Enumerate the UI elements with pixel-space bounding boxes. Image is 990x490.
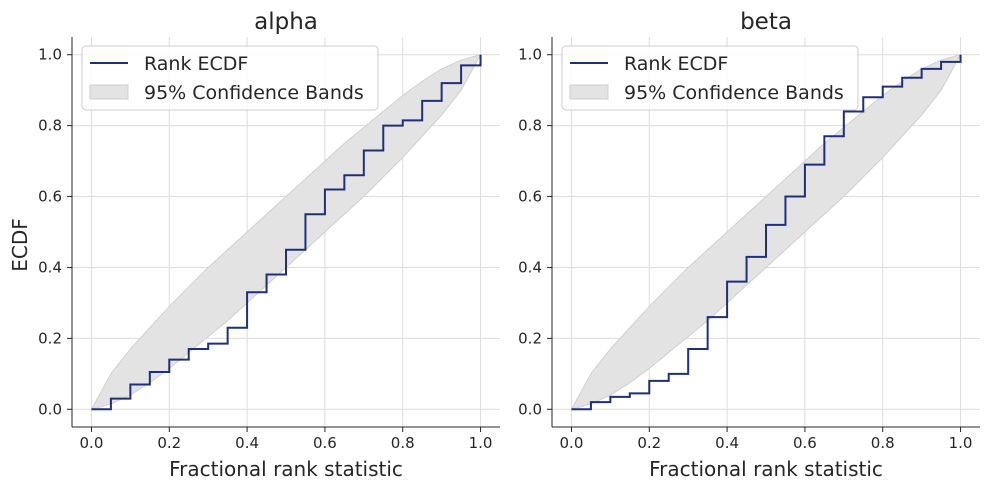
y-tick-label: 0.0 [518,400,542,418]
panel-title: alpha [254,9,318,35]
x-tick-label: 0.6 [313,434,337,452]
y-ticks: 0.0 0.2 0.4 0.6 0.8 1.0 [518,46,552,418]
x-tick-label: 0.8 [871,434,895,452]
x-tick-label: 0.0 [80,434,104,452]
y-tick-label: 0.6 [518,188,542,206]
y-axis-title: ECDF [8,218,32,272]
y-tick-label: 0.8 [518,117,542,135]
y-tick-label: 0.2 [518,329,542,347]
x-ticks: 0.0 0.2 0.4 0.6 0.8 1.0 [80,427,493,452]
legend-frame [81,45,379,111]
x-axis-title: Fractional rank statistic [649,457,883,481]
legend-frame [561,45,859,111]
legend-label-bands: 95% Confidence Bands [144,82,364,104]
ecdf-line [571,54,962,411]
x-ticks: 0.0 0.2 0.4 0.6 0.8 1.0 [560,427,973,452]
x-tick-label: 0.6 [793,434,817,452]
x-tick-label: 1.0 [469,434,493,452]
axes [551,37,980,428]
legend: Rank ECDF 95% Confidence Bands [81,45,379,111]
x-tick-label: 1.0 [949,434,973,452]
y-tick-label: 0.2 [38,329,62,347]
panel-alpha: alpha ECDF Fractional rank statistic 0.0… [8,9,500,481]
legend-band-swatch [89,84,129,100]
x-tick-label: 0.4 [715,434,739,452]
y-tick-label: 0.4 [518,258,542,276]
legend-band-swatch [569,84,609,100]
legend-label-bands: 95% Confidence Bands [624,82,844,104]
x-tick-label: 0.8 [391,434,415,452]
axes [71,37,500,428]
y-tick-label: 0.0 [38,400,62,418]
x-axis-title: Fractional rank statistic [169,457,403,481]
legend-label-ecdf: Rank ECDF [144,53,248,75]
y-tick-label: 0.8 [38,117,62,135]
y-tick-label: 1.0 [518,46,542,64]
x-tick-label: 0.0 [560,434,584,452]
panel-title: beta [740,9,792,35]
y-ticks: 0.0 0.2 0.4 0.6 0.8 1.0 [38,46,72,418]
y-tick-label: 0.4 [38,258,62,276]
legend: Rank ECDF 95% Confidence Bands [561,45,859,111]
y-tick-label: 1.0 [38,46,62,64]
panel-beta: beta Fractional rank statistic 0.0 0.2 0.4… [518,9,980,481]
x-tick-label: 0.2 [157,434,181,452]
x-tick-label: 0.4 [235,434,259,452]
ecdf-line [91,54,482,411]
x-tick-label: 0.2 [637,434,661,452]
y-tick-label: 0.6 [38,188,62,206]
legend-label-ecdf: Rank ECDF [624,53,728,75]
